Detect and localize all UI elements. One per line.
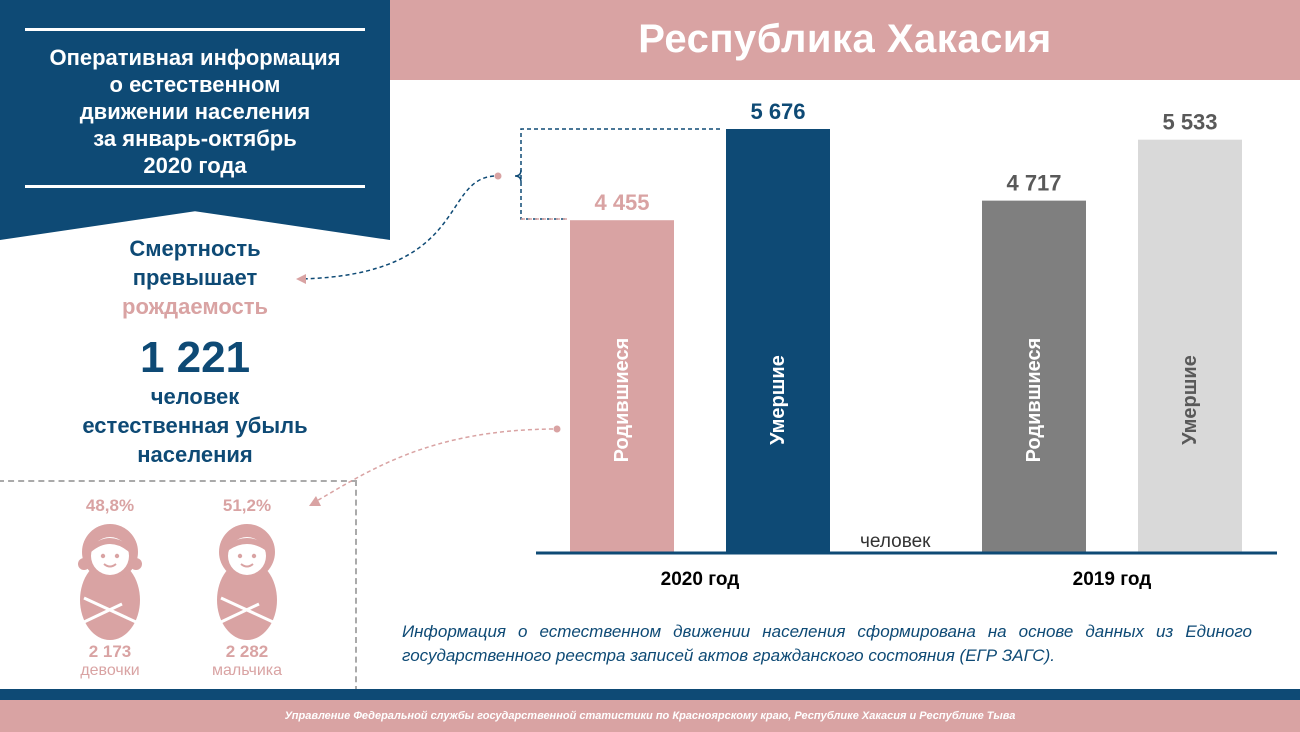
statement-line-2: превышает bbox=[132, 265, 258, 290]
connector-arrow-top bbox=[296, 274, 306, 284]
banner-title: Оперативная информация о естественном дв… bbox=[49, 45, 341, 178]
bar-births-2020 bbox=[570, 220, 674, 554]
footer-navy-band bbox=[0, 689, 1300, 700]
baby-boy-icon bbox=[217, 524, 277, 640]
decrease-unit-line-3: населения bbox=[137, 442, 253, 467]
bar-series-label-births-2020: Родившиеся bbox=[611, 338, 633, 463]
natural-decrease-number: 1 221 bbox=[139, 333, 251, 382]
decrease-unit-line-2: естественная убыль bbox=[82, 413, 308, 438]
statement-line-1: Смертность bbox=[129, 236, 261, 261]
girls-count: 2 173 bbox=[88, 642, 132, 661]
girls-label: девочки bbox=[80, 662, 140, 679]
value-label-births-2019: 4 717 bbox=[1006, 171, 1061, 196]
boys-count: 2 282 bbox=[225, 642, 269, 661]
region-title: Республика Хакасия bbox=[638, 17, 1052, 61]
connector-dot-bottom bbox=[553, 425, 561, 433]
value-label-births-2020: 4 455 bbox=[594, 190, 649, 215]
decrease-unit-line-1: человек bbox=[150, 384, 240, 409]
bar-births-2019 bbox=[982, 200, 1086, 554]
bar-series-label-deaths-2019: Умершие bbox=[1179, 355, 1201, 445]
gender-breakdown-box bbox=[0, 480, 357, 692]
footer-text: Управление Федеральной службы государств… bbox=[284, 710, 1016, 722]
x-label-2019: 2019 год bbox=[1072, 569, 1152, 590]
bar-deaths-2020 bbox=[726, 129, 830, 553]
connector-to-statement bbox=[299, 175, 495, 280]
info-banner bbox=[0, 0, 390, 240]
bar-series-label-births-2019: Родившиеся bbox=[1023, 338, 1045, 463]
bar-series-label-deaths-2020: Умершие bbox=[767, 355, 789, 445]
bracket-tip bbox=[514, 169, 522, 183]
boys-label: мальчика bbox=[211, 662, 283, 679]
value-label-deaths-2020: 5 676 bbox=[750, 99, 805, 124]
connector-to-gender bbox=[314, 428, 554, 503]
banner-top-rule bbox=[25, 28, 365, 31]
girls-percent: 48,8% bbox=[85, 496, 135, 515]
banner-bottom-rule bbox=[25, 185, 365, 188]
bar-deaths-2019 bbox=[1138, 139, 1242, 553]
x-label-2020: 2020 год bbox=[660, 569, 740, 590]
statement-line-3: рождаемость bbox=[122, 294, 268, 319]
bracket-line bbox=[520, 128, 720, 220]
connector-arrow-bottom bbox=[309, 496, 321, 506]
source-note: Информация о естественном движении насел… bbox=[402, 622, 1252, 665]
header-band bbox=[390, 0, 1300, 80]
footer-band bbox=[0, 700, 1300, 732]
unit-label: человек bbox=[860, 531, 931, 552]
boys-percent: 51,2% bbox=[222, 496, 272, 515]
connector-dot-top bbox=[494, 172, 502, 180]
value-label-deaths-2019: 5 533 bbox=[1162, 110, 1217, 135]
baby-girl-icon bbox=[78, 524, 142, 640]
